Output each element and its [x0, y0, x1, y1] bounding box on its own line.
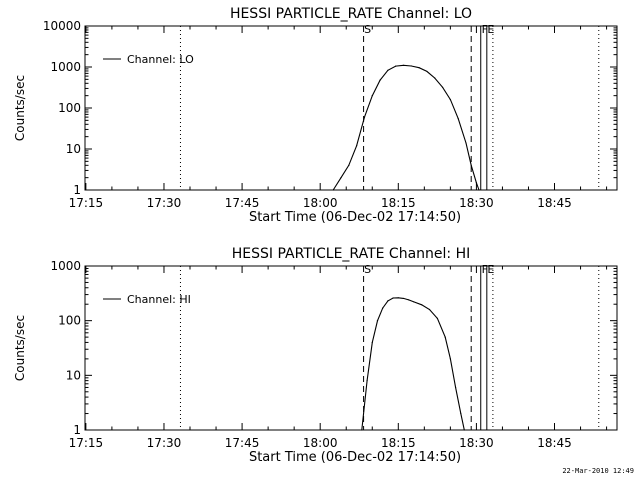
y-tick-label: 100 — [58, 314, 81, 328]
data-point — [426, 70, 428, 73]
data-point — [356, 145, 358, 147]
y-tick-label: 1 — [73, 423, 81, 437]
x-tick-label: 18:30 — [459, 436, 494, 450]
plot-frame — [84, 25, 618, 191]
data-point — [387, 300, 389, 302]
data-point — [340, 177, 342, 179]
event-marker-label: S — [364, 263, 371, 276]
x-tick-label: 18:15 — [381, 196, 416, 210]
x-tick-label: 18:45 — [537, 196, 572, 210]
data-point — [475, 182, 478, 184]
data-point — [332, 189, 334, 191]
data-point — [371, 341, 373, 344]
data-point — [363, 116, 366, 118]
data-point — [434, 77, 436, 79]
y-tick-label: 1000 — [50, 259, 81, 273]
x-tick-label: 18:00 — [303, 196, 338, 210]
data-point — [397, 297, 399, 299]
data-point — [392, 297, 394, 299]
data-point — [382, 307, 384, 309]
data-point — [361, 429, 363, 431]
plot-frame — [84, 265, 618, 431]
data-point — [478, 189, 480, 191]
data-point — [387, 69, 389, 71]
series-line — [332, 64, 480, 191]
data-point — [436, 317, 438, 320]
data-point — [418, 67, 420, 69]
data-point — [379, 79, 381, 81]
data-point — [402, 297, 405, 300]
x-tick-label: 18:15 — [381, 436, 416, 450]
chart-panel-1: HESSI PARTICLE_RATE Channel: LO 1 10 100 100… — [13, 6, 618, 225]
event-marker-label: E — [487, 23, 494, 36]
x-axis-label: Start Time (06-Dec-02 17:14:50) — [249, 450, 461, 465]
data-point — [348, 164, 350, 166]
y-axis-label: Counts/sec — [13, 315, 27, 381]
data-point — [402, 64, 405, 66]
x-tick-label: 17:45 — [225, 436, 260, 450]
data-point — [366, 380, 368, 382]
x-tick-label: 18:00 — [303, 436, 338, 450]
x-tick-label: 17:30 — [147, 196, 182, 210]
data-point — [449, 99, 451, 101]
data-point — [395, 65, 397, 67]
x-axis-label: Start Time (06-Dec-02 17:14:50) — [249, 210, 461, 225]
y-tick-label: 100 — [58, 101, 81, 115]
data-point — [441, 86, 444, 88]
event-marker-label: F — [482, 263, 488, 276]
data-point — [410, 65, 412, 67]
data-point — [449, 358, 451, 360]
y-tick-label: 1 — [73, 183, 81, 197]
y-axis-label: Counts/sec — [13, 75, 27, 141]
x-tick-label: 18:45 — [537, 436, 572, 450]
data-point — [371, 95, 373, 97]
y-tick-label: 10 — [66, 368, 81, 382]
chart-title: HESSI PARTICLE_RATE Channel: LO — [230, 6, 472, 22]
legend-label: Channel: HI — [127, 293, 191, 306]
data-point — [470, 164, 472, 166]
legend-label: Channel: LO — [127, 53, 194, 66]
event-marker-label: S — [364, 23, 371, 36]
event-marker-label: E — [487, 263, 494, 276]
event-marker-label: F — [482, 23, 488, 36]
data-point — [428, 308, 431, 311]
data-point — [408, 299, 410, 301]
y-tick-label: 10000 — [43, 19, 81, 33]
x-tick-label: 17:45 — [225, 196, 260, 210]
chart-title: HESSI PARTICLE_RATE Channel: HI — [232, 246, 470, 262]
data-point — [460, 412, 462, 415]
data-point — [457, 118, 459, 120]
x-tick-label: 17:15 — [69, 196, 104, 210]
data-point — [413, 301, 415, 303]
series-line — [361, 297, 465, 431]
data-point — [465, 142, 467, 144]
y-tick-label: 1000 — [50, 60, 81, 74]
x-tick-label: 17:15 — [69, 436, 104, 450]
x-tick-label: 17:30 — [147, 436, 182, 450]
plot-timestamp: 22-Mar-2010 12:49 — [562, 467, 634, 475]
data-point — [454, 386, 457, 389]
x-tick-label: 18:30 — [459, 196, 494, 210]
data-point — [463, 429, 465, 431]
y-tick-label: 10 — [66, 142, 81, 156]
data-point — [376, 320, 379, 322]
data-point — [444, 336, 446, 338]
chart-panel-2: HESSI PARTICLE_RATE Channel: HI 1 10 100 100… — [13, 246, 618, 465]
data-point — [421, 304, 423, 306]
